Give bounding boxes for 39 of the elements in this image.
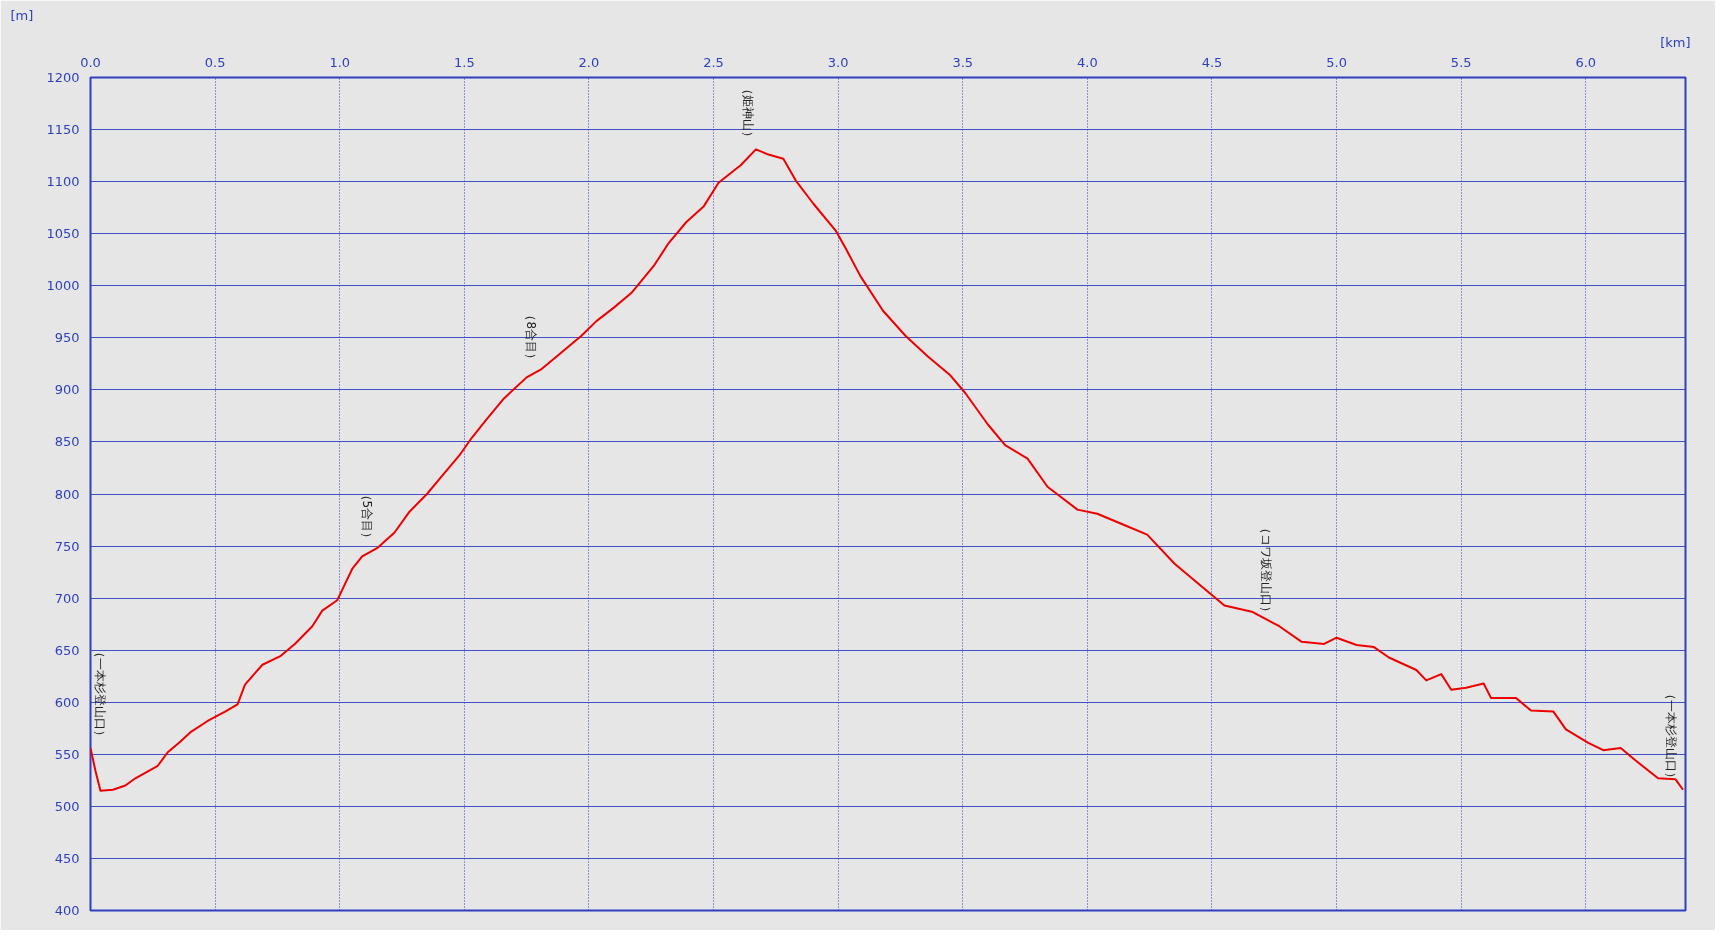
y-tick-label: 1200 [46,70,80,85]
x-tick-label: 3.5 [952,54,974,70]
y-tick-label: 1000 [46,278,80,294]
y-tick-label: 700 [54,590,80,606]
y-tick-label: 900 [54,382,80,398]
y-tick-label: 500 [54,798,80,814]
x-tick-label: 6.0 [1575,54,1597,70]
y-tick-label: 600 [54,694,80,710]
line-series [90,148,1685,792]
annotation: （一本杉登山口） [92,646,107,743]
annotation: （5合目） [359,488,374,545]
y-tick-label: 800 [54,486,80,502]
y-tick-label: 550 [54,746,80,762]
y-tick-label: 400 [54,903,80,918]
x-tick-label: 1.0 [329,54,351,70]
x-axis-title: [km] [1660,34,1691,50]
x-tick-label: 2.0 [578,54,600,70]
y-tick-label: 1100 [46,174,80,190]
x-tick-label: 0.5 [204,54,226,70]
annotation: （コワ坂登山口） [1259,522,1274,619]
x-tick-label: 2.5 [703,54,724,70]
annotation: （一本杉登山口） [1664,687,1679,784]
y-tick-label: 650 [54,642,80,658]
x-tick-label: 5.0 [1326,54,1347,70]
annotation: （姫神山） [740,83,755,144]
y-axis-title: [m] [10,7,34,23]
annotation: （8合目） [524,309,539,366]
x-tick-label: 1.5 [453,54,475,70]
y-tick-label: 1050 [46,226,80,242]
y-tick-label: 950 [54,330,80,346]
y-tick-label: 750 [54,538,80,554]
x-tick-label: 3.0 [827,54,849,70]
x-tick-label: 5.5 [1450,54,1472,70]
x-tick-label: 4.0 [1077,54,1098,70]
y-tick-label: 1150 [46,122,80,138]
y-tick-label: 850 [54,434,80,450]
y-tick-label: 450 [54,850,80,866]
x-tick-label: 4.5 [1201,54,1223,70]
x-tick-label: 0.0 [80,54,101,70]
